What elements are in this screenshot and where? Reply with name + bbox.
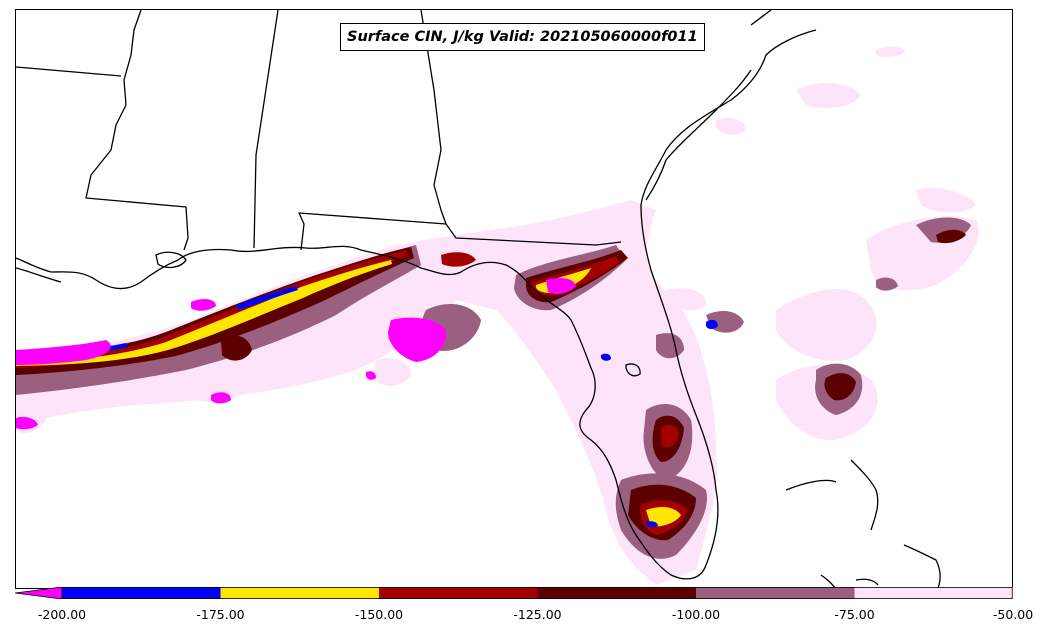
colorbar-bin bbox=[854, 587, 1013, 599]
map-title: Surface CIN, J/kg Valid: 202105060000f01… bbox=[340, 23, 705, 51]
colorbar-tick-label: -200.00 bbox=[37, 607, 87, 622]
cin-map bbox=[16, 10, 979, 588]
colorbar bbox=[15, 587, 1013, 599]
colorbar-tick-label: -150.00 bbox=[354, 607, 404, 622]
colorbar-bin bbox=[696, 587, 855, 599]
colorbar-extend-min bbox=[15, 587, 63, 599]
colorbar-bin bbox=[379, 587, 538, 599]
cin-band-light-pink bbox=[16, 46, 979, 585]
colorbar-bin bbox=[62, 587, 221, 599]
colorbar-tick-label: -75.00 bbox=[834, 607, 875, 622]
colorbar-bin bbox=[537, 587, 696, 599]
colorbar-tick-label: -100.00 bbox=[671, 607, 721, 622]
boundary-lines bbox=[16, 10, 941, 588]
colorbar-tick-label: -175.00 bbox=[196, 607, 245, 622]
cin-band-magenta bbox=[16, 278, 576, 430]
colorbar-tick-label: -50.00 bbox=[992, 607, 1034, 622]
colorbar-bin bbox=[220, 587, 379, 599]
colorbar-tick-label: -125.00 bbox=[513, 607, 562, 622]
map-panel: Surface CIN, J/kg Valid: 202105060000f01… bbox=[15, 9, 1013, 589]
